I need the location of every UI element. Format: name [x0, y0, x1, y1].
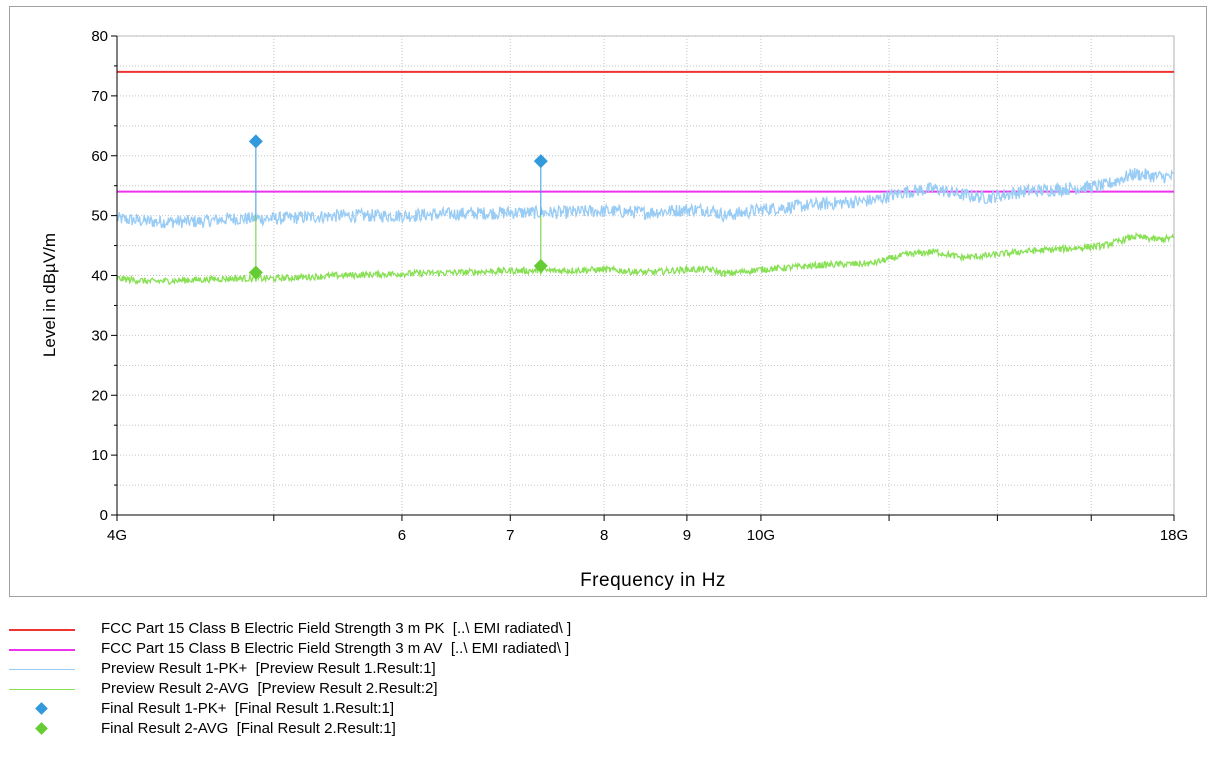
y-tick-label: 60	[91, 148, 108, 165]
y-tick-label: 20	[91, 387, 108, 404]
legend-item: FCC Part 15 Class B Electric Field Stren…	[0, 620, 1000, 640]
axes: 0 10 20 30 40 50 60 70 80 4G 6 7 8 9 10G 18G	[91, 28, 1188, 544]
legend-label: FCC Part 15 Class B Electric Field Stren…	[101, 640, 570, 657]
y-axis-title: Level in dBµV/m	[40, 233, 59, 357]
y-tick-label: 70	[91, 88, 108, 105]
trace-line-3	[116, 231, 1175, 285]
trace-layer	[116, 70, 1175, 285]
final-avg-diamond	[248, 265, 263, 280]
legend-diamond-icon	[35, 702, 48, 715]
final-avg-diamond	[533, 258, 548, 273]
legend-label: FCC Part 15 Class B Electric Field Stren…	[101, 620, 572, 637]
x-tick-label: 9	[683, 527, 691, 544]
chart-frame	[9, 6, 1207, 597]
legend-label: Preview Result 2-AVG [Preview Result 2.R…	[101, 680, 438, 697]
x-tick-label: 10G	[747, 527, 775, 544]
final-result-markers	[248, 134, 548, 280]
legend-line-swatch	[9, 649, 75, 651]
legend-line-swatch	[9, 689, 75, 690]
legend-label: Final Result 2-AVG [Final Result 2.Resul…	[101, 720, 396, 737]
legend-line-swatch	[9, 629, 75, 631]
legend-item: Preview Result 1-PK+ [Preview Result 1.R…	[0, 660, 1000, 680]
final-pk-diamond	[248, 134, 263, 149]
legend-item: Preview Result 2-AVG [Preview Result 2.R…	[0, 680, 1000, 700]
trace-line-2	[116, 167, 1175, 229]
x-axis-title: Frequency in Hz	[580, 570, 726, 591]
legend-diamond-icon	[35, 722, 48, 735]
x-tick-label: 8	[600, 527, 608, 544]
grid-lines	[116, 35, 1175, 516]
x-tick-label: 6	[398, 527, 406, 544]
chart-plot: 0 10 20 30 40 50 60 70 80 4G 6 7 8 9 10G 18G Frequency …	[40, 28, 1188, 591]
legend-item: FCC Part 15 Class B Electric Field Stren…	[0, 640, 1000, 660]
legend-item: Final Result 1-PK+ [Final Result 1.Resul…	[0, 700, 1000, 720]
x-tick-label: 18G	[1160, 527, 1188, 544]
legend-label: Final Result 1-PK+ [Final Result 1.Resul…	[101, 700, 395, 717]
legend-label: Preview Result 1-PK+ [Preview Result 1.R…	[101, 660, 436, 677]
y-tick-label: 10	[91, 447, 108, 464]
legend-line-swatch	[9, 669, 75, 670]
final-pk-diamond	[533, 154, 548, 169]
y-tick-label: 0	[100, 507, 108, 524]
y-tick-label: 50	[91, 208, 108, 225]
y-tick-label: 30	[91, 327, 108, 344]
legend-item: Final Result 2-AVG [Final Result 2.Resul…	[0, 720, 1000, 740]
x-tick-label: 4G	[107, 527, 127, 544]
y-tick-label: 40	[91, 268, 108, 285]
x-tick-label: 7	[506, 527, 514, 544]
y-tick-label: 80	[91, 28, 108, 45]
